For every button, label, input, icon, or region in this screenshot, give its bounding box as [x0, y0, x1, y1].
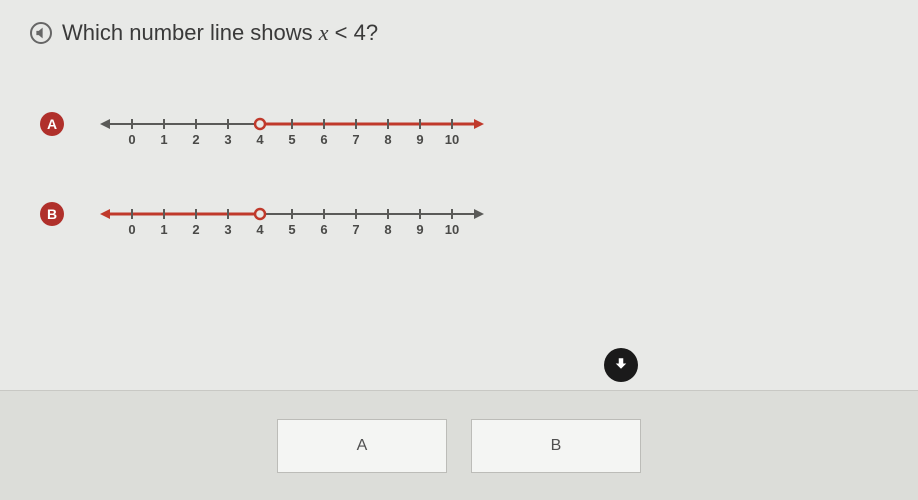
svg-text:6: 6 [320, 132, 327, 147]
svg-text:6: 6 [320, 222, 327, 237]
svg-text:10: 10 [445, 132, 459, 147]
question-text: Which number line shows x < 4? [62, 20, 378, 46]
svg-text:8: 8 [384, 132, 391, 147]
option-row-a: A 0 1 2 3 4 5 6 7 8 9 10 [40, 106, 888, 156]
svg-text:7: 7 [352, 132, 359, 147]
svg-text:3: 3 [224, 222, 231, 237]
answer-panel: AB [0, 390, 918, 500]
answer-button-a[interactable]: A [277, 419, 447, 473]
svg-text:0: 0 [128, 222, 135, 237]
number-line-a: 0 1 2 3 4 5 6 7 8 9 10 [82, 106, 502, 156]
option-badge-a: A [40, 112, 64, 136]
answer-button-b[interactable]: B [471, 419, 641, 473]
question-row: Which number line shows x < 4? [30, 20, 888, 46]
option-row-b: B 0 1 2 3 4 5 6 7 8 9 10 [40, 196, 888, 246]
option-badge-b: B [40, 202, 64, 226]
svg-text:5: 5 [288, 222, 295, 237]
svg-text:0: 0 [128, 132, 135, 147]
number-line-b: 0 1 2 3 4 5 6 7 8 9 10 [82, 196, 502, 246]
svg-text:7: 7 [352, 222, 359, 237]
svg-text:9: 9 [416, 132, 423, 147]
question-variable: x [319, 20, 329, 45]
audio-icon[interactable] [30, 22, 52, 44]
svg-text:4: 4 [256, 222, 264, 237]
scroll-down-icon[interactable] [604, 348, 638, 382]
question-relation: < 4? [329, 20, 379, 45]
svg-text:4: 4 [256, 132, 264, 147]
svg-text:1: 1 [160, 132, 167, 147]
svg-text:10: 10 [445, 222, 459, 237]
svg-text:3: 3 [224, 132, 231, 147]
svg-text:2: 2 [192, 222, 199, 237]
svg-text:1: 1 [160, 222, 167, 237]
svg-text:2: 2 [192, 132, 199, 147]
question-prefix: Which number line shows [62, 20, 319, 45]
svg-text:8: 8 [384, 222, 391, 237]
svg-text:9: 9 [416, 222, 423, 237]
svg-text:5: 5 [288, 132, 295, 147]
